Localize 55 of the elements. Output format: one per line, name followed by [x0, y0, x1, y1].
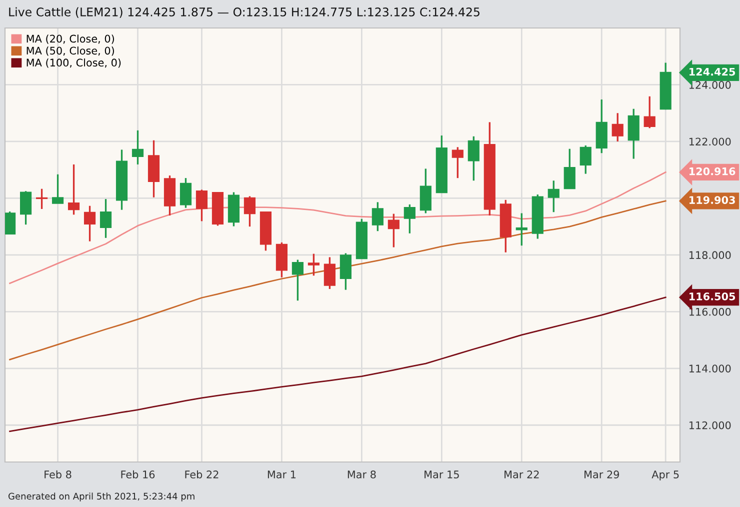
y-tick-label: 118.000 — [689, 251, 731, 260]
candlestick — [84, 205, 96, 242]
x-tick-label: Feb 8 — [44, 470, 72, 478]
candlestick — [100, 198, 112, 239]
chart-title: Live Cattle (LEM21) 124.425 1.875 — O:123.15 H:124.775 L:123.125 C:124.425 — [9, 7, 480, 18]
candlestick — [564, 148, 576, 190]
x-tick-label: Mar 22 — [504, 470, 539, 478]
text: 119.903 — [690, 196, 735, 204]
candlestick — [420, 168, 432, 214]
candlestick — [180, 177, 192, 209]
x-tick-label: Mar 1 — [268, 470, 296, 478]
line-series — [9, 172, 666, 284]
text: 124.425 — [690, 68, 736, 76]
candlestick — [404, 204, 416, 234]
candlestick — [292, 258, 304, 302]
line-series — [9, 296, 666, 432]
candlestick — [628, 108, 640, 160]
candlestick — [196, 188, 208, 222]
y-tick-label: 122.000 — [689, 138, 731, 146]
candlestick — [20, 190, 32, 226]
candlestick — [340, 252, 352, 291]
candlestick — [324, 256, 336, 290]
candlestick — [5, 210, 16, 234]
candlestick — [36, 188, 48, 210]
candlestick — [452, 146, 464, 179]
x-tick-label: Feb 22 — [185, 470, 218, 478]
candlestick — [388, 212, 400, 248]
legend-label: MA (50, Close, 0) — [26, 46, 114, 56]
candlestick — [132, 130, 144, 166]
y-tick-label: 112.000 — [689, 421, 731, 430]
candlestick — [52, 174, 64, 204]
candlestick — [580, 144, 592, 175]
x-tick-label: Apr 5 — [652, 470, 679, 480]
legend-label: MA (100, Close, 0) — [26, 58, 121, 68]
candlestick — [244, 195, 256, 228]
x-tick-label: Mar 8 — [348, 470, 376, 478]
candlestick — [548, 180, 560, 213]
y-tick-label: 114.000 — [689, 364, 731, 372]
text: Generated on April 5th 2021, 5:23:44 pm — [8, 492, 194, 502]
legend-label: MA (20, Close, 0) — [26, 34, 114, 44]
candlestick — [644, 96, 656, 129]
text: 116.505 — [690, 292, 736, 300]
x-tick-label: Mar 29 — [584, 470, 619, 478]
candlestick — [612, 112, 624, 142]
candlestick — [468, 136, 480, 182]
y-tick-label: 124.000 — [689, 80, 731, 89]
candlestick — [68, 164, 80, 216]
candlestick — [372, 201, 384, 232]
x-tick-label: Feb 16 — [121, 470, 155, 478]
candlestick — [516, 212, 528, 246]
candlestick — [308, 252, 320, 276]
x-tick-label: Mar 15 — [424, 470, 459, 478]
y-tick-label: 116.000 — [689, 308, 731, 316]
text: 120.916 — [690, 167, 736, 176]
line-series — [9, 200, 666, 360]
